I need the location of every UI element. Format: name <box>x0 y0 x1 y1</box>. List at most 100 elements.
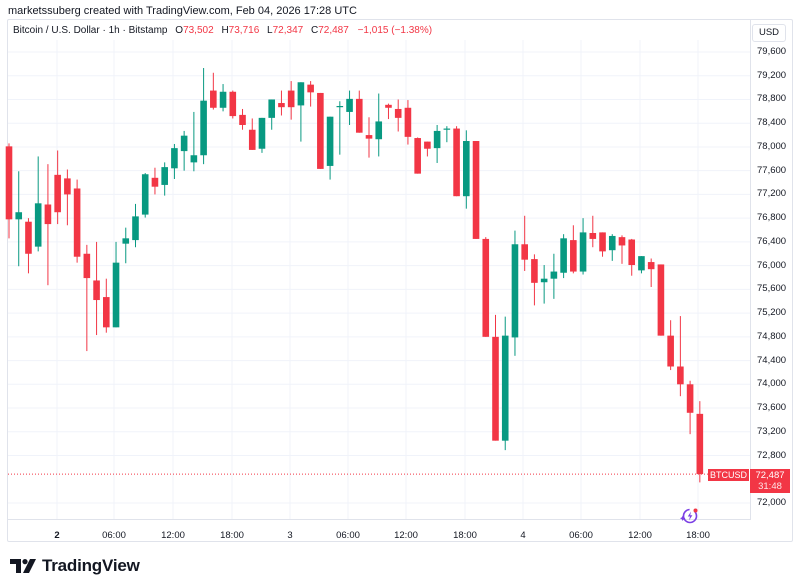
candle-down[interactable] <box>54 150 61 225</box>
candle-down[interactable] <box>83 244 91 352</box>
candle-down[interactable] <box>248 118 256 150</box>
price-axis-label: 78,000 <box>757 140 787 152</box>
candle-down[interactable] <box>151 167 159 195</box>
candle-down[interactable] <box>492 314 499 441</box>
candle-up[interactable] <box>550 253 558 299</box>
candle-down[interactable] <box>589 215 597 248</box>
time-axis-label: 18:00 <box>686 530 710 541</box>
candle-down[interactable] <box>210 72 217 110</box>
candle-up[interactable] <box>463 130 470 209</box>
currency-button[interactable]: USD <box>752 24 786 42</box>
candle-up[interactable] <box>326 116 334 180</box>
price-axis-label: 74,800 <box>757 330 787 342</box>
candle-down[interactable] <box>307 81 314 107</box>
candle-up[interactable] <box>608 234 616 261</box>
candle-up[interactable] <box>200 68 207 165</box>
candle-down[interactable] <box>278 90 285 116</box>
candle-down[interactable] <box>25 218 32 274</box>
candle-up[interactable] <box>219 84 227 112</box>
candle-down[interactable] <box>628 238 636 276</box>
price-axis-label: 72,000 <box>757 496 787 508</box>
candle-down[interactable] <box>686 380 694 435</box>
candle-down[interactable] <box>599 232 606 257</box>
bar-countdown: 31:48 <box>758 481 782 492</box>
price-axis-label: 74,000 <box>757 378 787 390</box>
candle-down[interactable] <box>657 264 665 336</box>
candle-down[interactable] <box>424 141 431 157</box>
price-axis-label: 79,200 <box>757 69 787 81</box>
candle-up[interactable] <box>132 203 139 248</box>
candle-down[interactable] <box>696 401 704 483</box>
price-axis-label: 76,000 <box>757 259 787 271</box>
price-axis-label: 72,800 <box>757 449 787 461</box>
tradingview-logo-text: TradingView <box>42 556 140 575</box>
candle-down[interactable] <box>73 179 81 263</box>
candle-down[interactable] <box>677 316 684 397</box>
candle-down[interactable] <box>394 99 402 132</box>
candle-down[interactable] <box>404 100 412 145</box>
candle-down[interactable] <box>482 237 490 337</box>
tradingview-logo[interactable]: TradingView <box>10 556 140 576</box>
candle-up[interactable] <box>34 156 42 252</box>
candle-down[interactable] <box>44 164 52 286</box>
candle-down[interactable] <box>93 241 100 336</box>
candle-up[interactable] <box>141 173 149 218</box>
candle-up[interactable] <box>15 171 23 267</box>
candle-down[interactable] <box>618 235 626 264</box>
candle-up[interactable] <box>540 265 548 304</box>
candle-up[interactable] <box>579 218 587 275</box>
candle-down[interactable] <box>453 126 460 197</box>
candle-down[interactable] <box>287 81 295 120</box>
candle-down[interactable] <box>385 103 392 120</box>
price-axis-label: 78,400 <box>757 117 787 129</box>
high-value: 73,716 <box>228 25 260 36</box>
candle-up[interactable] <box>443 126 451 143</box>
candle-up[interactable] <box>375 93 383 157</box>
symbol-title[interactable]: Bitcoin / U.S. Dollar · 1h · Bitstamp <box>13 25 168 36</box>
candle-up[interactable] <box>638 256 645 274</box>
candle-up[interactable] <box>190 111 198 172</box>
candle-down[interactable] <box>570 225 577 274</box>
candle-up[interactable] <box>258 117 266 153</box>
candle-down[interactable] <box>472 141 480 239</box>
price-axis-label: 77,600 <box>757 164 787 176</box>
ohlc-legend: Bitcoin / U.S. Dollar · 1h · Bitstamp O7… <box>13 25 433 36</box>
candle-up[interactable] <box>180 130 188 171</box>
candle-down[interactable] <box>239 108 246 130</box>
candle-down[interactable] <box>414 137 421 174</box>
price-axis-label: 79,600 <box>757 46 787 57</box>
candle-down[interactable] <box>531 254 538 306</box>
alert-lightning-icon[interactable] <box>680 506 700 531</box>
candle-up[interactable] <box>268 99 276 130</box>
time-axis-label: 06:00 <box>569 530 593 541</box>
candle-down[interactable] <box>647 258 655 287</box>
candle-down[interactable] <box>317 92 324 169</box>
candle-up[interactable] <box>336 101 344 155</box>
price-axis[interactable] <box>750 20 793 520</box>
candle-up[interactable] <box>501 316 509 451</box>
symbol-price-tag: BTCUSD <box>708 469 749 481</box>
candle-up[interactable] <box>171 143 178 179</box>
candle-down[interactable] <box>103 278 110 333</box>
candle-up[interactable] <box>112 241 120 328</box>
candle-down[interactable] <box>64 169 71 226</box>
candle-up[interactable] <box>560 234 567 279</box>
price-axis-label: 76,400 <box>757 235 787 247</box>
time-axis-label: 12:00 <box>161 530 185 541</box>
candle-down[interactable] <box>5 143 13 239</box>
candle-down[interactable] <box>521 215 528 271</box>
candle-down[interactable] <box>667 320 674 371</box>
candle-up[interactable] <box>433 124 441 163</box>
candle-up[interactable] <box>297 82 305 142</box>
candle-down[interactable] <box>229 90 237 119</box>
candle-up[interactable] <box>161 162 168 196</box>
candle-down[interactable] <box>355 90 363 133</box>
candle-up[interactable] <box>122 227 130 264</box>
candle-up[interactable] <box>346 90 353 125</box>
candle-up[interactable] <box>511 230 519 356</box>
candle-down[interactable] <box>365 117 373 158</box>
last-price-tag: 72,487 31:48 <box>750 469 790 493</box>
time-axis-label: 12:00 <box>394 530 418 541</box>
time-axis-line <box>8 519 750 520</box>
